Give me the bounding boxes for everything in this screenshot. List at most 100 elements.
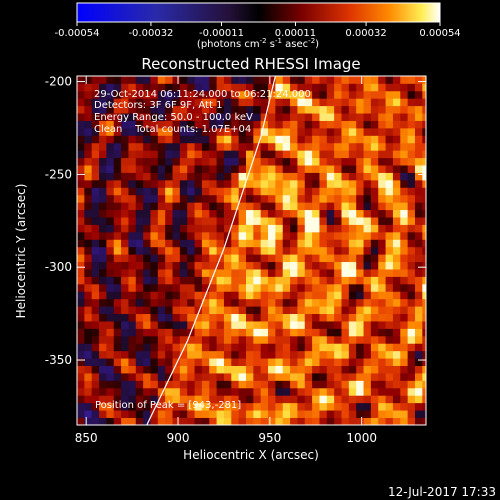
heatmap-cell	[209, 343, 217, 352]
heatmap-cell	[165, 298, 173, 307]
heatmap-cell	[319, 179, 328, 188]
heatmap-cell	[187, 269, 195, 277]
heatmap-cell	[84, 105, 93, 114]
heatmap-cell	[194, 335, 203, 344]
heatmap-cell	[238, 373, 247, 381]
heatmap-cell	[378, 343, 386, 352]
heatmap-cell	[392, 165, 401, 173]
heatmap-cell	[312, 306, 320, 315]
heatmap-cell	[297, 306, 306, 315]
heatmap-cell	[304, 321, 313, 329]
heatmap-cell	[165, 239, 173, 248]
heatmap-cell	[260, 306, 269, 315]
heatmap-cell	[91, 291, 100, 300]
heatmap-cell	[326, 417, 335, 425]
heatmap-cell	[187, 98, 195, 107]
heatmap-cell	[319, 105, 328, 114]
heatmap-cell	[165, 350, 173, 359]
heatmap-cell	[290, 373, 298, 381]
heatmap-cell	[260, 276, 269, 285]
heatmap-cell	[319, 231, 328, 240]
heatmap-cell	[363, 165, 372, 173]
heatmap-cell	[216, 105, 225, 114]
heatmap-cell	[414, 313, 423, 322]
heatmap-cell	[348, 142, 357, 151]
heatmap-cell	[334, 343, 342, 352]
heatmap-cell	[407, 261, 416, 270]
heatmap-cell	[385, 120, 394, 129]
heatmap-cell	[414, 150, 423, 159]
heatmap-cell	[385, 135, 394, 144]
heatmap-cell	[77, 358, 85, 366]
heatmap-cell	[392, 135, 401, 144]
heatmap-cell	[378, 350, 386, 359]
heatmap-cell	[260, 387, 269, 396]
heatmap-cell	[334, 76, 342, 84]
heatmap-cell	[223, 83, 232, 92]
heatmap-cell	[348, 217, 357, 225]
heatmap-cell	[128, 298, 137, 307]
heatmap-cell	[238, 98, 247, 107]
heatmap-cell	[238, 127, 247, 136]
heatmap-cell	[187, 142, 195, 151]
heatmap-cell	[157, 269, 166, 277]
heatmap-cell	[121, 142, 129, 151]
heatmap-cell	[378, 283, 386, 292]
heatmap-cell	[238, 358, 247, 366]
heatmap-cell	[378, 321, 386, 329]
heatmap-cell	[179, 283, 188, 292]
heatmap-cell	[231, 231, 240, 240]
heatmap-cell	[348, 165, 357, 173]
heatmap-cell	[77, 313, 85, 322]
heatmap-cell	[334, 350, 342, 359]
heatmap-cell	[348, 335, 357, 344]
colorbar: -0.00054 -0.00032 -0.00011 0.00011 0.00032 0.…	[55, 2, 461, 50]
heatmap-cell	[400, 105, 409, 114]
heatmap-cell	[99, 113, 107, 121]
heatmap-cell	[231, 417, 240, 425]
heatmap-cell	[414, 306, 423, 315]
heatmap-cell	[290, 283, 298, 292]
heatmap-cell	[282, 350, 291, 359]
heatmap-cell	[378, 217, 386, 225]
heatmap-cell	[143, 179, 151, 188]
heatmap-cell	[194, 209, 203, 218]
heatmap-cell	[143, 254, 151, 263]
heatmap-cell	[422, 224, 426, 233]
heatmap-cell	[187, 209, 195, 218]
heatmap-cell	[385, 358, 394, 366]
heatmap-cell	[422, 373, 426, 381]
heatmap-cell	[275, 157, 284, 166]
heatmap-cell	[260, 417, 269, 425]
heatmap-cell	[165, 291, 173, 300]
heatmap-cell	[414, 380, 423, 389]
heatmap-cell	[84, 165, 93, 173]
heatmap-cell	[223, 365, 232, 374]
colorbar-tick-label: 0.00011	[275, 28, 316, 39]
heatmap-cell	[392, 105, 401, 114]
heatmap-cell	[385, 217, 394, 225]
y-tick-label: -250	[45, 167, 72, 181]
heatmap-cell	[385, 172, 394, 181]
heatmap-cell	[407, 83, 416, 92]
heatmap-cell	[194, 328, 203, 337]
heatmap-cell	[179, 328, 188, 337]
heatmap-cell	[231, 127, 240, 136]
heatmap-cell	[282, 343, 291, 352]
heatmap-cell	[245, 387, 254, 396]
heatmap-cell	[268, 373, 276, 381]
heatmap-cell	[253, 298, 262, 307]
heatmap-cell	[165, 321, 173, 329]
heatmap-cell	[187, 150, 195, 159]
heatmap-cell	[113, 224, 122, 233]
heatmap-cell	[400, 365, 409, 374]
heatmap-cell	[290, 365, 298, 374]
heatmap-cell	[143, 298, 151, 307]
heatmap-cell	[121, 343, 129, 352]
heatmap-cell	[113, 98, 122, 107]
heatmap-cell	[392, 194, 401, 203]
heatmap-cell	[194, 231, 203, 240]
heatmap-cell	[150, 142, 159, 151]
heatmap-cell	[179, 410, 188, 418]
heatmap-cell	[422, 335, 426, 344]
